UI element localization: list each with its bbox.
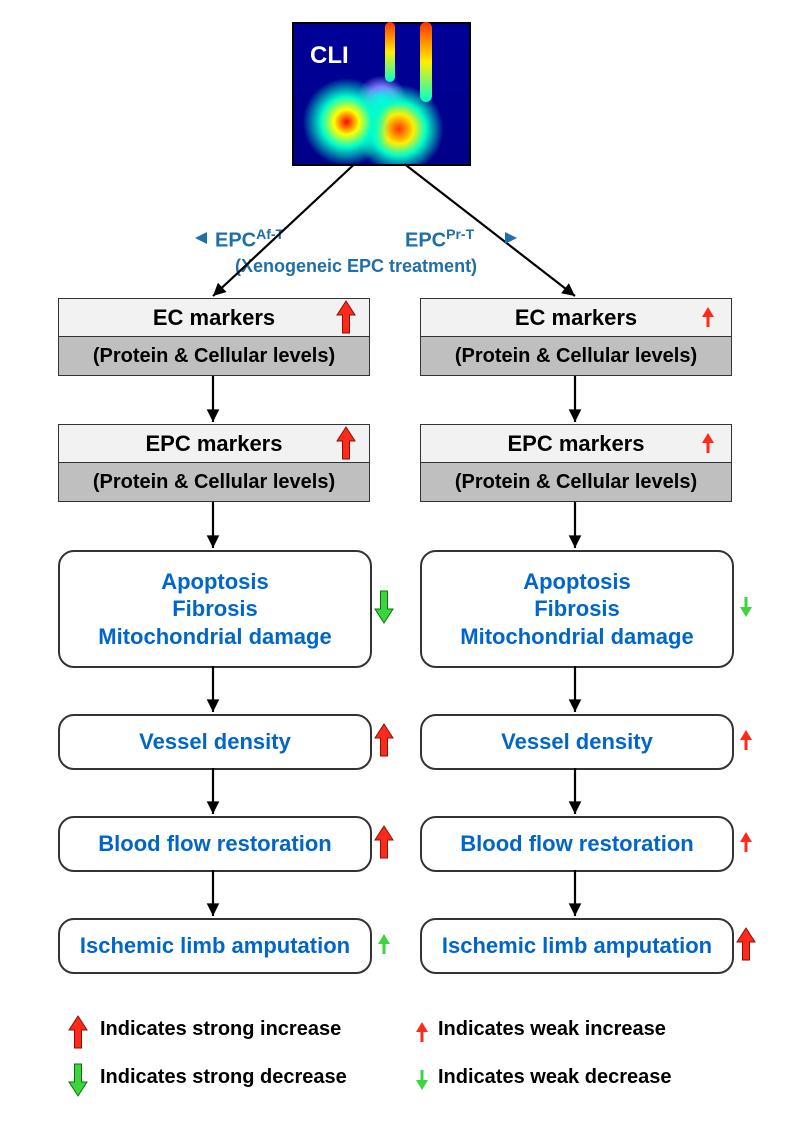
svg-overlay — [0, 0, 785, 1137]
